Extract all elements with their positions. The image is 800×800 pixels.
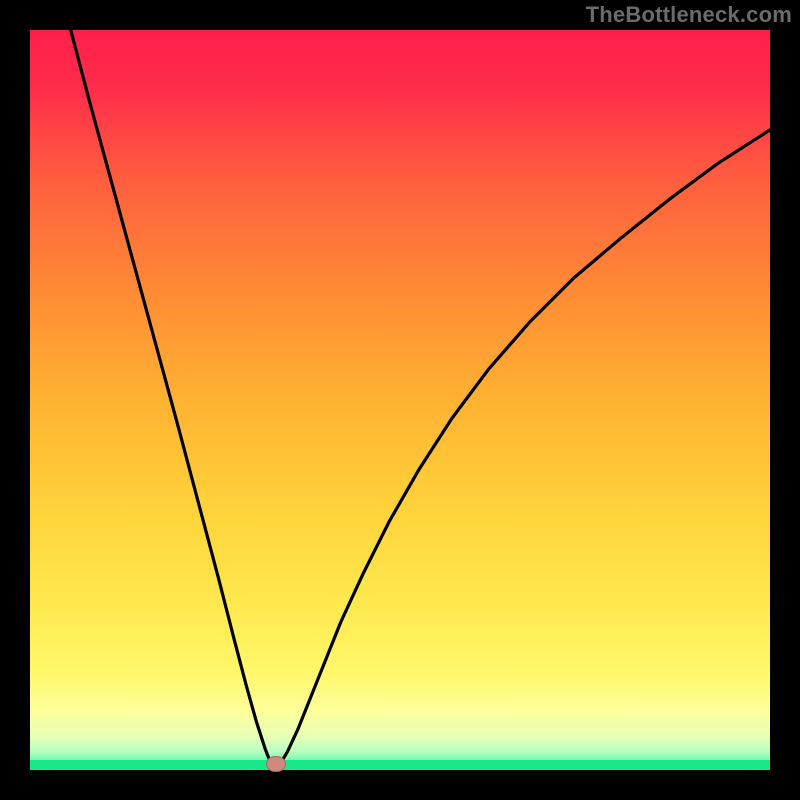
chart-frame: TheBottleneck.com [0, 0, 800, 800]
watermark-text: TheBottleneck.com [586, 2, 792, 28]
plot-area [30, 30, 770, 770]
vertex-marker [266, 756, 286, 772]
bottleneck-curve [30, 30, 770, 770]
curve-path [71, 30, 770, 770]
